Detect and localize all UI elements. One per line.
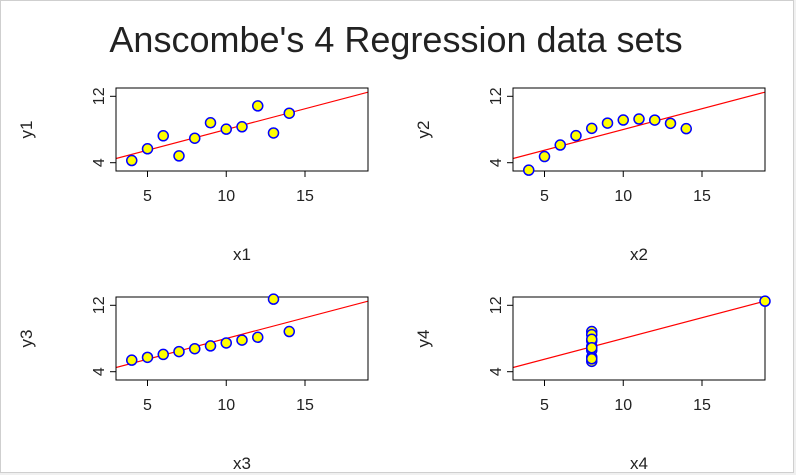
panel-1: 5 10 15 4 12 x1 y1 bbox=[17, 87, 369, 264]
y-tick-label: 12 bbox=[488, 87, 505, 105]
panel-2: 5 10 15 4 12 x2 y2 bbox=[414, 87, 766, 264]
x-tick-label: 10 bbox=[217, 397, 235, 414]
regression-line bbox=[513, 300, 765, 369]
data-point bbox=[283, 107, 295, 119]
x-tick-label: 5 bbox=[540, 397, 549, 414]
x-tick-label: 15 bbox=[296, 397, 314, 414]
y-axis-label: y3 bbox=[17, 330, 36, 348]
plot-box bbox=[512, 296, 766, 381]
y-tick-label: 4 bbox=[488, 367, 505, 376]
panel-3: 5 10 15 4 12 x3 y3 bbox=[17, 293, 369, 473]
y-tick-label: 12 bbox=[91, 87, 108, 105]
data-point bbox=[173, 345, 185, 358]
data-point bbox=[252, 331, 264, 344]
data-point bbox=[586, 341, 598, 354]
x-tick-label: 5 bbox=[143, 397, 152, 414]
data-point bbox=[141, 351, 154, 364]
data-point bbox=[204, 340, 217, 352]
y-axis-label: y1 bbox=[17, 121, 36, 139]
y-tick-label: 4 bbox=[91, 367, 108, 376]
data-point bbox=[586, 353, 598, 365]
y-tick-label: 4 bbox=[488, 158, 505, 167]
x-tick-label: 5 bbox=[143, 188, 152, 205]
x-tick-label: 10 bbox=[614, 397, 632, 414]
data-point bbox=[649, 114, 661, 126]
data-point bbox=[236, 121, 248, 133]
data-point bbox=[157, 130, 169, 142]
data-point bbox=[252, 100, 264, 112]
data-point bbox=[189, 132, 201, 144]
data-point bbox=[554, 139, 566, 151]
y-tick-label: 4 bbox=[91, 158, 108, 167]
data-point bbox=[220, 123, 232, 135]
data-point bbox=[759, 295, 771, 307]
panels: 5 10 15 4 12 x1 y1 5 10 15 4 12 x2 y2 5 10 15 4 12 x3 y3 5 10 1… bbox=[17, 87, 771, 473]
data-point bbox=[126, 154, 138, 167]
y-tick-label: 12 bbox=[488, 296, 505, 314]
data-point bbox=[570, 129, 582, 142]
data-point bbox=[267, 293, 280, 305]
y-tick-label: 12 bbox=[91, 296, 108, 314]
data-point bbox=[680, 122, 692, 135]
x-tick-label: 10 bbox=[614, 188, 632, 205]
chart-title: Anscombe's 4 Regression data sets bbox=[109, 19, 682, 60]
data-point bbox=[523, 164, 535, 176]
plot-box bbox=[512, 87, 766, 172]
panel-4: 5 10 15 4 12 x4 y4 bbox=[414, 295, 771, 473]
data-point bbox=[586, 122, 598, 135]
data-point bbox=[204, 117, 217, 129]
x-tick-label: 10 bbox=[217, 188, 235, 205]
data-point bbox=[664, 117, 677, 130]
x-axis-label: x1 bbox=[233, 245, 251, 264]
plot-box bbox=[115, 296, 369, 381]
y-axis-label: y2 bbox=[414, 121, 433, 139]
data-point bbox=[141, 143, 154, 155]
plot-box bbox=[115, 87, 369, 172]
x-tick-label: 15 bbox=[296, 188, 314, 205]
data-point bbox=[633, 113, 645, 125]
x-axis-label: x3 bbox=[233, 454, 251, 473]
data-point bbox=[173, 150, 185, 162]
data-point bbox=[189, 342, 201, 355]
data-point bbox=[157, 348, 169, 361]
data-point bbox=[601, 117, 614, 129]
x-axis-label: x2 bbox=[630, 245, 648, 264]
x-tick-label: 15 bbox=[693, 397, 711, 414]
x-axis-label: x4 bbox=[630, 454, 648, 473]
data-point bbox=[538, 150, 551, 163]
data-point bbox=[617, 114, 629, 126]
data-point bbox=[236, 334, 248, 346]
x-tick-label: 15 bbox=[693, 188, 711, 205]
data-point bbox=[283, 325, 295, 338]
data-point bbox=[267, 127, 280, 139]
y-axis-label: y4 bbox=[414, 330, 433, 348]
data-point bbox=[126, 354, 138, 366]
x-tick-label: 5 bbox=[540, 188, 549, 205]
regression-line bbox=[513, 91, 765, 160]
data-point bbox=[220, 337, 232, 349]
